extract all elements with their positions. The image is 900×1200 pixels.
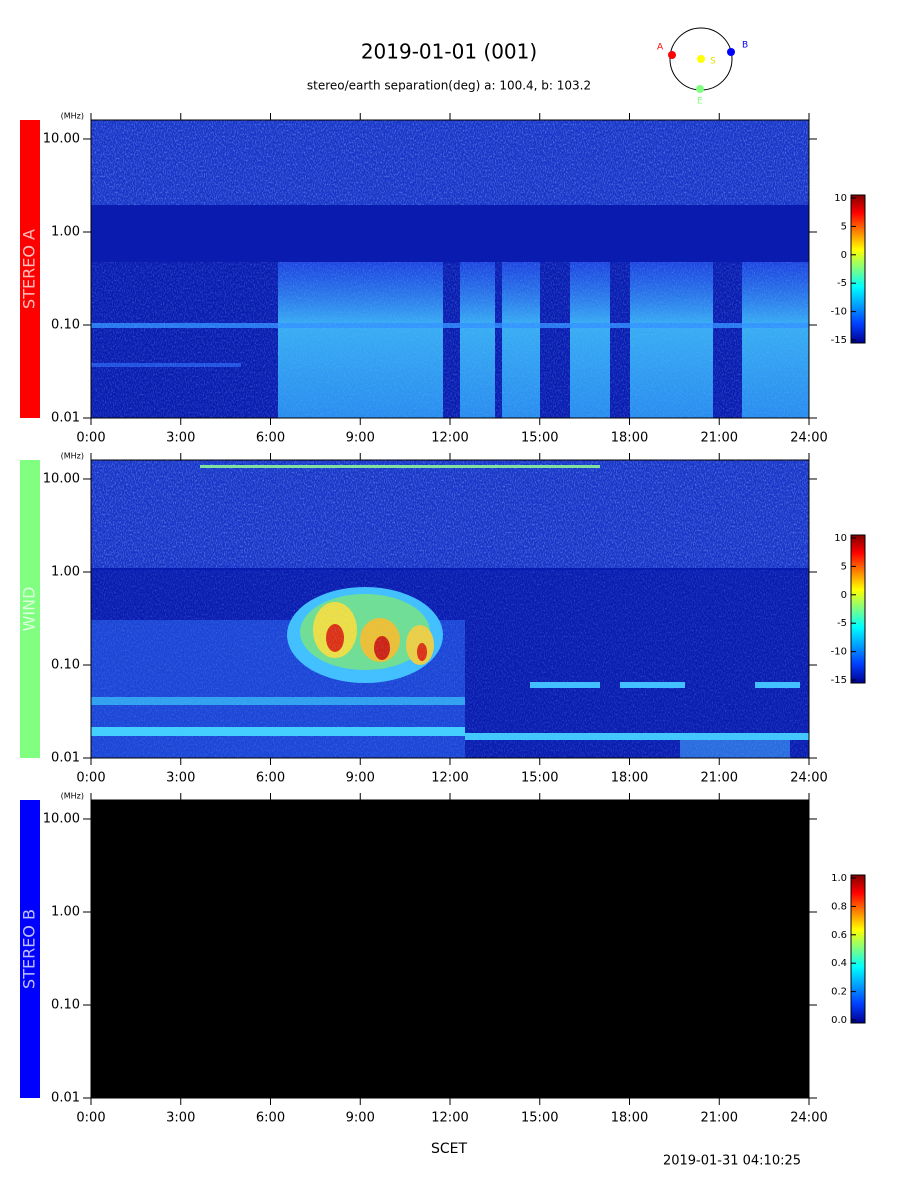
y-tick-label: 10.00 — [43, 811, 80, 826]
sun-dot — [697, 55, 705, 63]
orbit-label: S — [710, 57, 716, 67]
x-tick-label: 12:00 — [431, 1111, 468, 1126]
x-tick-label: 15:00 — [521, 1111, 558, 1126]
colorbar-tick-label: 0.6 — [831, 930, 847, 941]
colorbar-tick-label: 0.0 — [831, 1015, 847, 1026]
x-tick-label: 18:00 — [611, 1111, 648, 1126]
y-tick-label: 0.01 — [51, 411, 80, 426]
x-tick-label: 18:00 — [611, 771, 648, 786]
x-tick-label: 6:00 — [256, 431, 285, 446]
colorbar-tick-label: -5 — [837, 618, 847, 629]
x-tick-label: 12:00 — [431, 771, 468, 786]
colorbar — [850, 194, 866, 344]
y-tick-label: 10.00 — [43, 471, 80, 486]
x-tick-label: 24:00 — [790, 1111, 827, 1126]
instrument-bar — [20, 120, 40, 418]
colorbar-tick-label: 5 — [841, 221, 847, 232]
x-tick-label: 9:00 — [346, 431, 375, 446]
x-tick-label: 18:00 — [611, 431, 648, 446]
colorbar-tick-label: -15 — [831, 335, 847, 346]
colorbar-tick-label: -10 — [831, 647, 847, 658]
spectrogram-image — [91, 460, 809, 758]
colorbar-tick-label: 0 — [841, 250, 847, 261]
spectrogram-image — [91, 120, 809, 418]
instrument-bar — [20, 460, 40, 758]
x-tick-label: 3:00 — [166, 771, 195, 786]
colorbar-tick-label: 0.8 — [831, 901, 847, 912]
x-axis-label: SCET — [431, 1141, 468, 1157]
x-tick-label: 6:00 — [256, 1111, 285, 1126]
x-tick-label: 15:00 — [521, 771, 558, 786]
instrument-label: STEREO A — [20, 229, 39, 309]
instrument-label: STEREO B — [20, 909, 39, 989]
y-tick-label: 1.00 — [51, 904, 80, 919]
y-tick-label: 0.10 — [51, 997, 80, 1012]
x-tick-label: 15:00 — [521, 431, 558, 446]
instrument-bar — [20, 800, 40, 1098]
subtitle: stereo/earth separation(deg) a: 100.4, b… — [307, 79, 591, 93]
colorbar-tick-label: 10 — [834, 533, 847, 544]
colorbar — [850, 874, 866, 1024]
colorbar-tick-label: 0.4 — [831, 958, 847, 969]
orbit-label: A — [657, 43, 664, 53]
x-tick-label: 9:00 — [346, 1111, 375, 1126]
x-tick-label: 6:00 — [256, 771, 285, 786]
y-unit: (MHz) — [61, 452, 84, 461]
colorbar — [850, 534, 866, 684]
x-tick-label: 3:00 — [166, 431, 195, 446]
x-tick-label: 24:00 — [790, 771, 827, 786]
stereo-a-dot — [668, 51, 676, 59]
orbit-diagram: A B S E — [657, 27, 748, 107]
title: 2019-01-01 (001) — [361, 40, 537, 64]
y-unit: (MHz) — [61, 112, 84, 121]
x-tick-label: 24:00 — [790, 431, 827, 446]
spectrogram-image — [91, 800, 809, 1098]
y-tick-label: 10.00 — [43, 131, 80, 146]
x-tick-label: 9:00 — [346, 771, 375, 786]
colorbar-tick-label: 1.0 — [831, 873, 847, 884]
colorbar-tick-label: 0.2 — [831, 987, 847, 998]
colorbar-tick-label: 5 — [841, 561, 847, 572]
stereo-b-dot — [727, 48, 735, 56]
x-tick-label: 0:00 — [76, 431, 105, 446]
y-tick-label: 1.00 — [51, 224, 80, 239]
x-tick-label: 0:00 — [76, 1111, 105, 1126]
orbit-label: E — [697, 97, 703, 107]
y-tick-label: 1.00 — [51, 564, 80, 579]
timestamp: 2019-01-31 04:10:25 — [663, 1154, 801, 1169]
instrument-label: WIND — [20, 587, 39, 632]
y-tick-label: 0.10 — [51, 317, 80, 332]
y-tick-label: 0.01 — [51, 1091, 80, 1106]
y-tick-label: 0.01 — [51, 751, 80, 766]
colorbar-tick-label: -5 — [837, 278, 847, 289]
x-tick-label: 12:00 — [431, 431, 468, 446]
y-tick-label: 0.10 — [51, 657, 80, 672]
colorbar-tick-label: 10 — [834, 193, 847, 204]
x-tick-label: 21:00 — [701, 431, 738, 446]
y-unit: (MHz) — [61, 792, 84, 801]
colorbar-tick-label: -15 — [831, 675, 847, 686]
x-tick-label: 0:00 — [76, 771, 105, 786]
colorbar-tick-label: -10 — [831, 307, 847, 318]
x-tick-label: 3:00 — [166, 1111, 195, 1126]
colorbar-tick-label: 0 — [841, 590, 847, 601]
x-tick-label: 21:00 — [701, 1111, 738, 1126]
orbit-label: B — [742, 41, 748, 51]
earth-dot — [696, 85, 704, 93]
x-tick-label: 21:00 — [701, 771, 738, 786]
